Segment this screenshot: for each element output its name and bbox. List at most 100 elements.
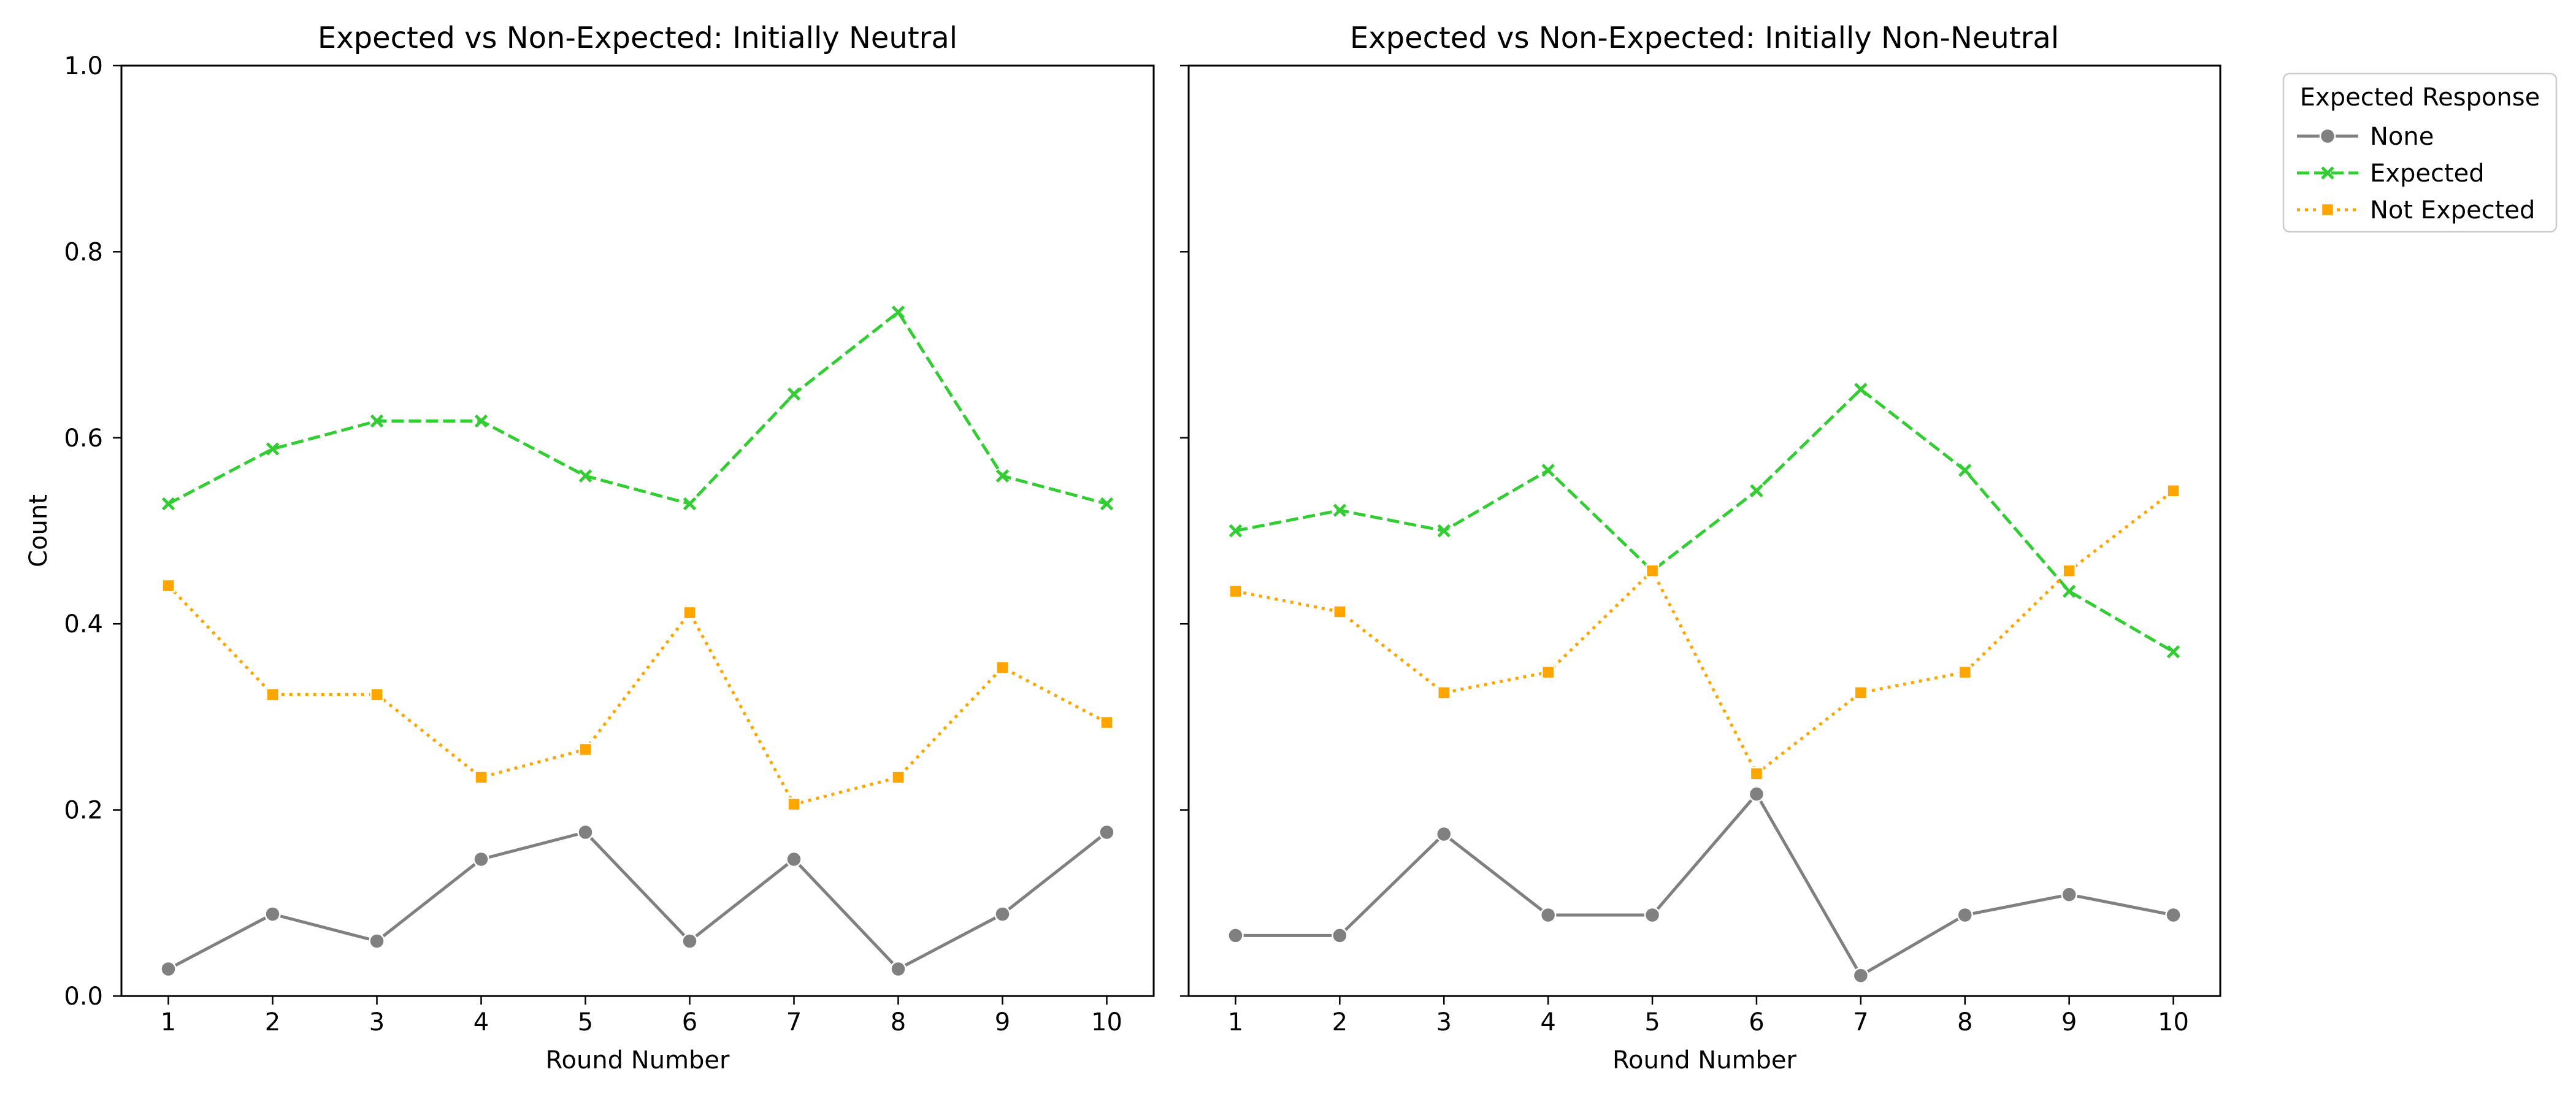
panel-1-point-not-expected (683, 605, 697, 620)
panel-1-series-line-not-expected (167, 584, 1108, 806)
panel-2-x-axis-label: Round Number (1612, 1046, 1797, 1074)
panel-1-point-expected (370, 414, 384, 428)
panel-1-x-tick-label: 7 (786, 1008, 802, 1036)
panel-2-x-tick-label: 3 (1436, 1008, 1452, 1036)
panel-2-point-expected (1854, 383, 1868, 396)
panel-2-x-tick-label: 10 (2158, 1008, 2189, 1036)
panel-2-point-expected (1958, 464, 1972, 477)
y-tick-label: 0.2 (64, 797, 103, 825)
panel-2-point-not-expected (1333, 605, 1347, 619)
panel-1-x-tick-label: 4 (473, 1008, 489, 1036)
panel-1-x-tick-label: 8 (891, 1008, 906, 1036)
panel-2-point-expected (2062, 584, 2076, 598)
panel-2-point-none (1227, 927, 1244, 944)
panel-2-point-not-expected (1541, 665, 1555, 680)
panel-1-point-none (369, 933, 385, 949)
panel-2-title: Expected vs Non-Expected: Initially Non-… (1350, 21, 2059, 55)
panel-2-x-tick-label: 4 (1540, 1008, 1555, 1036)
panel-1-point-expected (578, 469, 592, 483)
panel-1-point-expected (891, 305, 905, 319)
panel-1-point-expected (266, 442, 280, 456)
panel-2-point-expected (2166, 645, 2180, 659)
legend-label-expected: Expected (2370, 159, 2485, 188)
panel-2-point-expected (1541, 464, 1555, 477)
panel-1-point-none (890, 960, 907, 978)
panel-1-point-none (264, 906, 281, 922)
panel-2-x-tick-label: 2 (1332, 1008, 1347, 1036)
panel-2-point-not-expected (1229, 584, 1243, 599)
panel-1-point-not-expected (370, 688, 384, 702)
panel-2-series-line-not-expected (1235, 489, 2175, 775)
panel-2-series-line-expected (1235, 388, 2174, 653)
panel-2-point-none (1957, 906, 1973, 924)
panel-2-x-tick-label: 6 (1749, 1008, 1764, 1036)
panel-1-point-none (160, 960, 177, 978)
panel-2-plot-frame (1187, 64, 2221, 997)
panel-1-point-not-expected (161, 578, 175, 593)
panel-2-point-not-expected (1749, 767, 1764, 781)
panel-1-point-not-expected (474, 770, 488, 784)
panel-1-plot-frame (120, 64, 1155, 997)
panel-2-x-tick-label: 9 (2061, 1008, 2077, 1036)
panel-1-x-tick-label: 5 (578, 1008, 593, 1036)
legend-marker-none (2319, 128, 2336, 145)
panel-2-point-none (1539, 906, 1557, 924)
panel-2-point-none (1332, 927, 1348, 944)
panel-1-x-tick-label: 2 (265, 1008, 280, 1036)
panel-2-x-tick-label: 1 (1228, 1008, 1243, 1036)
panel-2-point-expected (1750, 484, 1763, 498)
panel-2-series-line-none (1235, 792, 2174, 978)
panel-2-point-none (2061, 886, 2077, 903)
panel-1-point-none (681, 933, 698, 949)
panel-2-x-tick-label: 5 (1644, 1008, 1660, 1036)
panel-1-point-expected (1100, 497, 1114, 511)
panel-2-point-none (1748, 786, 1765, 803)
panel-2-point-not-expected (1958, 665, 1972, 680)
panel-1-series-line-none (167, 830, 1108, 971)
legend-marker-not-expected (2320, 202, 2335, 217)
panel-2-point-none (1852, 967, 1869, 984)
panel-1-point-expected (683, 497, 697, 511)
panel-2-x-tick-label: 7 (1853, 1008, 1868, 1036)
panel-1-point-expected (787, 387, 801, 401)
legend-label-none: None (2370, 123, 2434, 151)
panel-2-point-expected (1437, 524, 1451, 538)
panel-1-point-none (577, 824, 594, 841)
panel-1-point-not-expected (891, 770, 905, 784)
panel-1-point-none (1098, 824, 1115, 841)
legend-marker-expected (2321, 166, 2334, 180)
legend-title: Expected Response (2300, 83, 2540, 112)
panel-2-point-not-expected (1853, 686, 1868, 700)
y-tick-label: 0.0 (64, 983, 103, 1011)
panel-1-point-none (994, 906, 1011, 922)
y-tick-label: 0.4 (64, 610, 103, 638)
panel-2-point-none (2165, 906, 2182, 924)
panel-2-x-tick-label: 8 (1957, 1008, 1972, 1036)
legend-box (2282, 72, 2558, 233)
panel-2-point-expected (1229, 524, 1243, 538)
panel-1-point-not-expected (995, 661, 1010, 675)
panel-2-point-not-expected (1437, 686, 1451, 700)
panel-1-x-axis-label: Round Number (546, 1046, 730, 1074)
panel-1-point-not-expected (578, 742, 592, 757)
panel-1-series-line-expected (167, 310, 1108, 506)
panel-2-point-not-expected (1645, 564, 1660, 578)
panel-2-point-expected (1333, 504, 1347, 517)
panel-2-point-not-expected (2166, 484, 2180, 498)
panel-2-point-none (1436, 825, 1452, 843)
panel-2-point-not-expected (2062, 564, 2076, 578)
panel-1-x-tick-label: 3 (369, 1008, 385, 1036)
panel-1-point-not-expected (787, 797, 801, 811)
panel-1-point-not-expected (266, 688, 280, 702)
y-tick-label: 0.6 (64, 424, 103, 453)
panel-2-point-none (1644, 906, 1661, 924)
panel-1-x-tick-label: 1 (161, 1008, 176, 1036)
y-tick-label: 1.0 (64, 52, 103, 80)
y-tick-label: 0.8 (64, 238, 103, 266)
panel-1-x-tick-label: 9 (995, 1008, 1010, 1036)
panel-1-title: Expected vs Non-Expected: Initially Neut… (318, 21, 957, 55)
panel-1-point-none (473, 851, 489, 868)
panel-1-point-expected (161, 497, 175, 511)
